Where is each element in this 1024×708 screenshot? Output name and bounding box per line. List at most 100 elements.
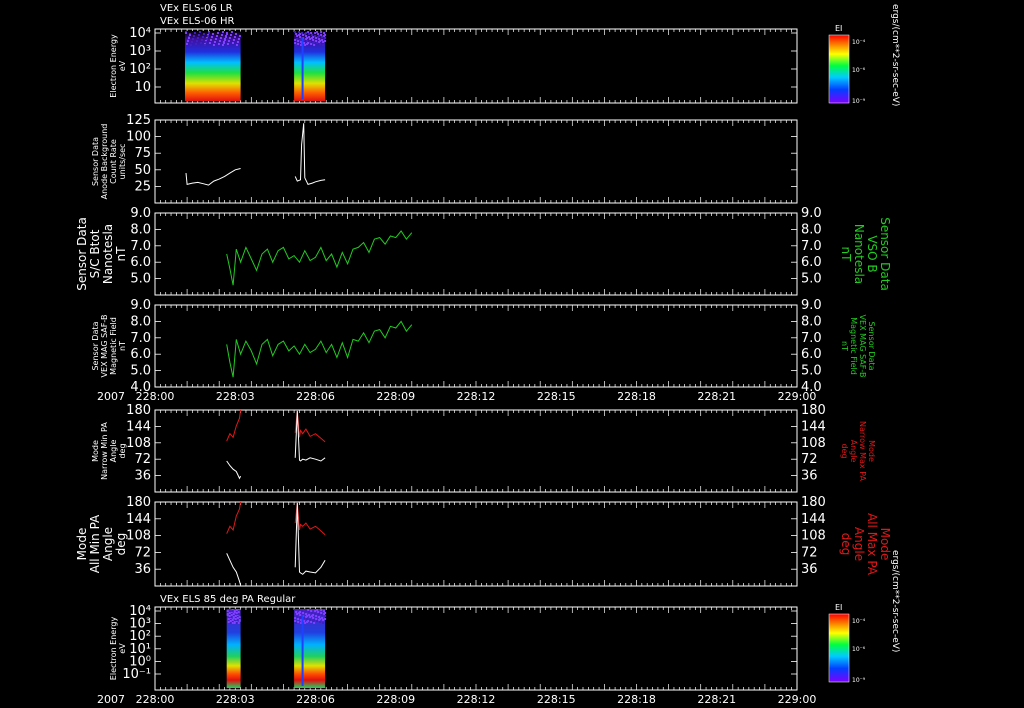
spectrogram-speck (297, 621, 300, 623)
spectrogram-speck (228, 37, 231, 39)
spectrogram-speck (294, 609, 297, 611)
y-tick-label-right: 72 (801, 545, 818, 560)
spectrogram-speck (294, 617, 297, 619)
spectrogram-speck (296, 35, 299, 37)
spectrogram-speck (294, 39, 297, 41)
colorbar-top-tick-0: 10⁻⁴ (852, 39, 866, 46)
y-axis-label-line: Sensor Data (75, 217, 89, 291)
spectrogram-speck (319, 40, 322, 42)
spectrogram-speck (233, 622, 236, 624)
y-axis-label-line: Anode Background (100, 124, 109, 200)
panel-mag-field (154, 304, 798, 388)
y-tick-label-right: 5.0 (801, 364, 822, 379)
colorbar-top-tick-2: 10⁻⁹ (852, 98, 866, 105)
x-tick-label: 228:15 (537, 693, 576, 706)
panel-frame-els-85deg-spectrogram (154, 606, 798, 691)
right-axis-label-line: deg (840, 443, 849, 458)
spectrogram-speck (303, 42, 306, 44)
right-axis-label-line: nT (840, 341, 849, 351)
y-tick-label-right: 36 (801, 562, 818, 577)
series-line-btot (226, 230, 413, 286)
spectrogram-speck (315, 615, 318, 617)
spectrogram-speck (229, 622, 232, 624)
right-axis-label-line: nT (839, 247, 853, 263)
spectrogram-speck (307, 609, 310, 611)
spectrogram-speck (230, 616, 233, 618)
y-tick-label: 4.0 (130, 380, 151, 395)
spectrogram-speck (308, 36, 311, 38)
spectrogram-speck (304, 622, 307, 624)
spectrogram-speck (229, 34, 232, 36)
spectrogram-speck (300, 41, 303, 43)
spectrogram-speck (235, 622, 238, 624)
spectrogram-speck (216, 32, 219, 34)
y-tick-label-right: 36 (801, 469, 818, 484)
spectrogram-speck (310, 32, 313, 34)
y-tick-label: 72 (134, 545, 151, 560)
spectrogram-speck (322, 41, 325, 43)
spectrogram-speck (316, 609, 319, 611)
spectrogram-speck (305, 32, 308, 34)
spectrogram-speck (315, 37, 318, 39)
x-tick-label: 228:09 (376, 390, 415, 403)
spectrogram-speck (321, 617, 324, 619)
series-line-min-pa (226, 553, 242, 586)
colorbar-bottom-tick-1: 10⁻⁶ (852, 646, 866, 653)
right-axis-label-line: Magnetic Field (849, 317, 858, 375)
spectrogram-speck (321, 614, 324, 616)
spectrogram-speck (226, 43, 229, 45)
x-tick-label: 228:12 (457, 693, 496, 706)
spectrogram-speck (298, 609, 301, 611)
colorbar-top-title: EI (835, 24, 842, 33)
right-axis-label-line: Nanotesla (852, 224, 866, 284)
spectrogram-speck (302, 612, 305, 614)
spectrogram-speck (303, 39, 306, 41)
spectrogram-speck (221, 44, 224, 46)
spectrogram-speck (313, 619, 316, 621)
spectrogram-speck (233, 611, 236, 613)
y-tick-label: 7.0 (130, 239, 151, 254)
spectrogram-speck (296, 616, 299, 618)
spectrogram-speck (220, 34, 223, 36)
spectrogram-speck (237, 613, 240, 615)
y-tick-label: 5.0 (130, 364, 151, 379)
x-tick-label: 228:18 (617, 390, 656, 403)
spectrogram-speck (210, 36, 213, 38)
spectrogram-speck (313, 41, 316, 43)
spectrogram-speck (218, 40, 221, 42)
y-axis-label-line: eV (118, 643, 127, 654)
y-tick-label: 10³ (129, 617, 151, 632)
spectrogram-speck (227, 40, 230, 42)
spectrogram-speck (230, 31, 233, 33)
spectrogram-speck (295, 611, 298, 613)
y-tick-label: 8.0 (130, 314, 151, 329)
y-tick-label-right: 6.0 (801, 255, 822, 270)
header-line-2: VEx ELS-06 HR (160, 16, 235, 27)
colorbar-top-gradient (828, 34, 850, 104)
y-tick-label: 6.0 (130, 255, 151, 270)
spectrogram-speck (294, 620, 297, 622)
spectrogram-speck (299, 33, 302, 35)
spectrogram-speck (324, 618, 327, 620)
spectrogram-speck (308, 611, 311, 613)
right-axis-label-line: All Max PA (865, 513, 879, 576)
y-axis-label-line: VEX MAG SAF-B (100, 315, 109, 378)
spectrogram-speck (308, 614, 311, 616)
spectrogram-speck (295, 33, 298, 35)
spectrogram-speck (195, 40, 198, 42)
x-tick-label: 229:00 (778, 390, 817, 403)
spectrogram-speck (314, 35, 317, 37)
colorbar-top-unit: ergs/(cm**2-sr-sec-eV) (890, 4, 900, 106)
y-tick-label: 72 (134, 452, 151, 467)
spectrogram-speck (237, 38, 240, 40)
spectrogram-speck (194, 43, 197, 45)
y-tick-label-right: 7.0 (801, 239, 822, 254)
y-tick-label-right: 108 (801, 529, 826, 544)
y-tick-label-right: 180 (801, 495, 826, 510)
spectrogram-speck (303, 617, 306, 619)
spectrogram-speck (207, 32, 210, 34)
spectrogram-speck (297, 618, 300, 620)
spectrogram-speck (323, 610, 326, 612)
spectrogram-speck (223, 39, 226, 41)
spectrogram-speck (318, 613, 321, 615)
